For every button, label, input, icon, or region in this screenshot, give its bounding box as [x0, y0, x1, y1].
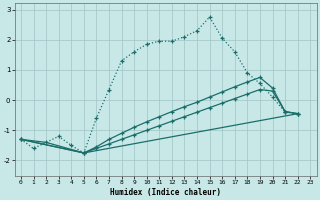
X-axis label: Humidex (Indice chaleur): Humidex (Indice chaleur) [110, 188, 221, 197]
